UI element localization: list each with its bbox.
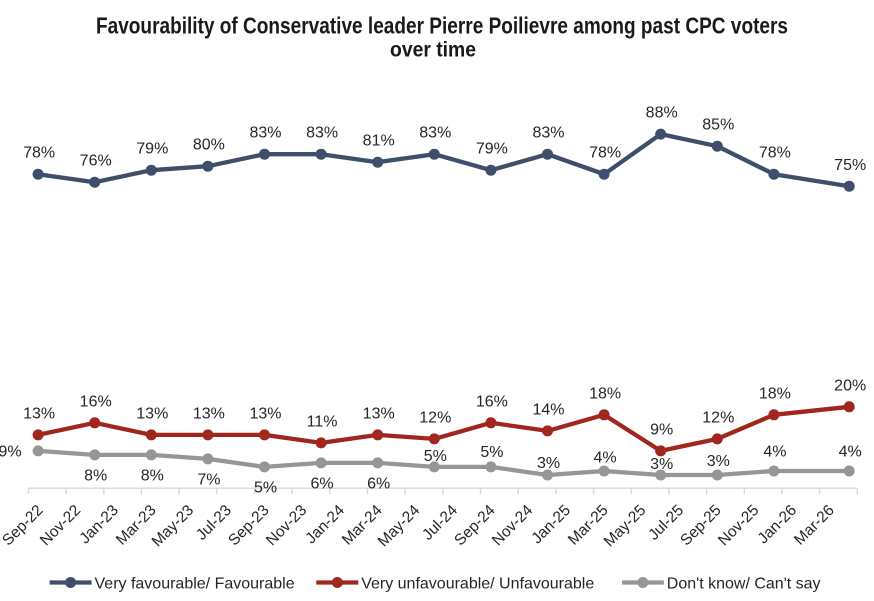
svg-text:85%: 85% [702, 117, 734, 134]
svg-text:13%: 13% [23, 405, 55, 422]
svg-text:11%: 11% [307, 413, 338, 430]
svg-text:12%: 12% [702, 409, 734, 426]
svg-text:Nov-25: Nov-25 [715, 502, 762, 549]
svg-text:4%: 4% [763, 444, 786, 461]
svg-text:79%: 79% [136, 141, 168, 158]
svg-text:Nov-22: Nov-22 [37, 502, 84, 549]
svg-text:5%: 5% [254, 479, 277, 496]
svg-text:88%: 88% [646, 105, 678, 122]
svg-text:83%: 83% [306, 125, 338, 142]
svg-text:83%: 83% [249, 125, 281, 142]
svg-text:6%: 6% [311, 475, 334, 492]
svg-text:14%: 14% [532, 401, 564, 418]
svg-text:78%: 78% [589, 145, 621, 162]
svg-text:18%: 18% [589, 385, 621, 402]
svg-text:12%: 12% [419, 409, 451, 426]
svg-text:78%: 78% [23, 145, 55, 162]
svg-text:13%: 13% [363, 405, 395, 422]
svg-text:83%: 83% [419, 125, 451, 142]
svg-text:13%: 13% [249, 405, 281, 422]
svg-text:81%: 81% [363, 133, 395, 150]
svg-text:Jan-23: Jan-23 [76, 502, 122, 548]
svg-text:8%: 8% [84, 467, 107, 484]
svg-text:May-25: May-25 [601, 502, 650, 551]
svg-text:Jan-25: Jan-25 [528, 502, 574, 548]
svg-text:7%: 7% [197, 471, 220, 488]
svg-text:80%: 80% [193, 137, 225, 154]
svg-text:Sep-25: Sep-25 [677, 502, 724, 549]
svg-text:20%: 20% [834, 377, 866, 394]
svg-text:18%: 18% [759, 385, 791, 402]
svg-text:3%: 3% [707, 453, 730, 470]
svg-text:79%: 79% [476, 141, 508, 158]
svg-text:May-23: May-23 [149, 502, 198, 551]
svg-text:over time: over time [390, 38, 476, 62]
svg-text:Jan-24: Jan-24 [302, 502, 348, 548]
svg-text:3%: 3% [650, 456, 673, 473]
svg-text:Nov-23: Nov-23 [263, 502, 310, 549]
svg-text:Mar-26: Mar-26 [791, 502, 838, 549]
svg-text:Sep-22: Sep-22 [0, 502, 47, 549]
svg-text:76%: 76% [80, 153, 112, 170]
svg-text:5%: 5% [480, 444, 503, 461]
svg-text:75%: 75% [834, 157, 866, 174]
svg-text:6%: 6% [367, 475, 390, 492]
svg-text:9%: 9% [650, 421, 673, 438]
svg-text:May-24: May-24 [375, 502, 424, 551]
svg-text:13%: 13% [193, 405, 225, 422]
svg-text:5%: 5% [424, 448, 447, 465]
svg-text:16%: 16% [80, 393, 112, 410]
svg-text:13%: 13% [136, 405, 168, 422]
svg-text:Jan-26: Jan-26 [755, 502, 801, 548]
svg-text:Very favourable/ Favourable: Very favourable/ Favourable [95, 575, 295, 592]
svg-text:9%: 9% [0, 444, 22, 461]
svg-text:4%: 4% [839, 444, 862, 461]
svg-text:Sep-24: Sep-24 [451, 502, 499, 550]
svg-text:Don't know/ Can't say: Don't know/ Can't say [667, 575, 821, 592]
svg-text:Sep-23: Sep-23 [225, 502, 272, 549]
svg-text:Favourability of Conservative: Favourability of Conservative leader Pie… [96, 13, 788, 39]
svg-text:16%: 16% [476, 393, 508, 410]
svg-text:Nov-24: Nov-24 [489, 502, 537, 550]
svg-text:78%: 78% [759, 145, 791, 162]
svg-text:3%: 3% [537, 455, 560, 472]
svg-text:83%: 83% [532, 125, 564, 142]
svg-text:4%: 4% [594, 450, 617, 467]
svg-text:Very unfavourable/ Unfavourabl: Very unfavourable/ Unfavourable [361, 575, 594, 592]
svg-text:8%: 8% [141, 467, 164, 484]
